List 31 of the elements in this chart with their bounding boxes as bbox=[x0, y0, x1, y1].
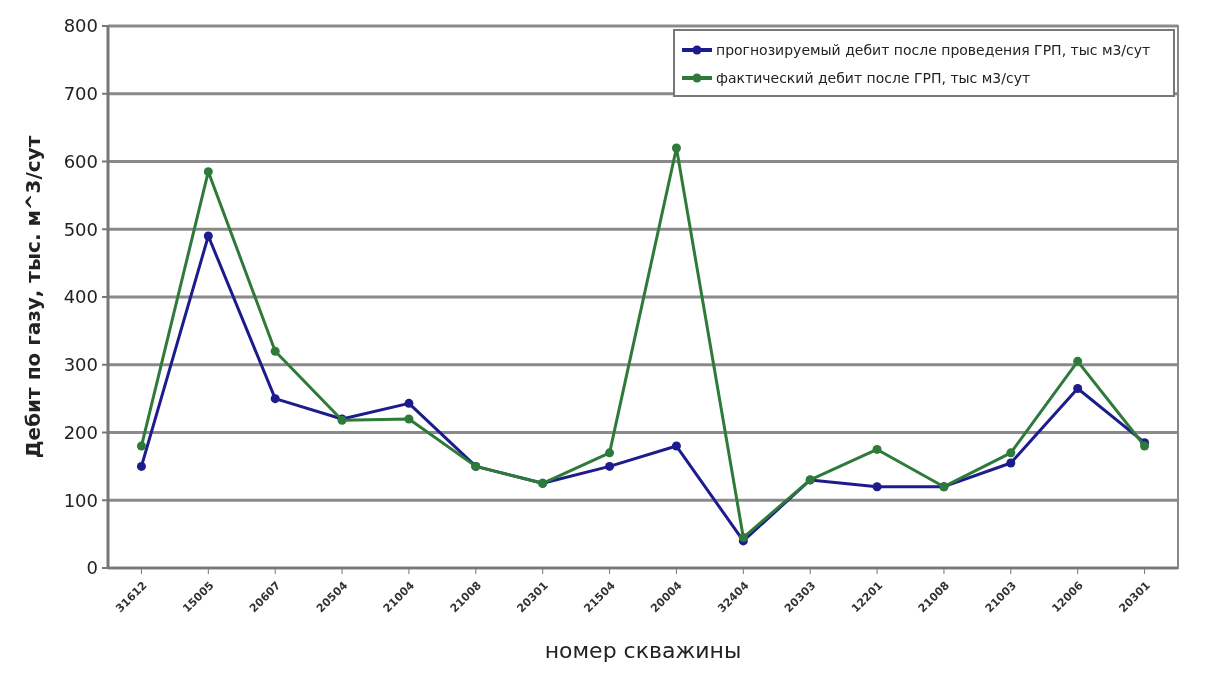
y-tick-label: 700 bbox=[63, 83, 98, 105]
x-axis-title: номер скважины bbox=[544, 638, 742, 663]
point bbox=[872, 482, 882, 492]
point bbox=[1073, 356, 1083, 366]
y-tick-label: 0 bbox=[86, 557, 98, 579]
point bbox=[1006, 458, 1016, 468]
y-tick-label: 100 bbox=[63, 489, 98, 511]
point bbox=[203, 231, 213, 241]
point bbox=[404, 398, 414, 408]
y-tick-label: 300 bbox=[63, 354, 98, 376]
legend-label: фактический дебит после ГРП, тыс м3/сут bbox=[716, 69, 1031, 86]
point bbox=[605, 461, 615, 471]
y-tick-label: 400 bbox=[63, 286, 98, 308]
y-tick-label: 800 bbox=[63, 15, 98, 37]
point bbox=[270, 346, 280, 356]
point bbox=[203, 167, 213, 177]
point bbox=[671, 143, 681, 153]
y-tick-label: 600 bbox=[63, 150, 98, 172]
y-tick-label: 200 bbox=[63, 421, 98, 443]
point bbox=[404, 414, 414, 424]
point bbox=[1073, 383, 1083, 393]
y-tick-label: 500 bbox=[63, 218, 98, 240]
point bbox=[136, 461, 146, 471]
point bbox=[671, 441, 681, 451]
point bbox=[136, 441, 146, 451]
point bbox=[872, 444, 882, 454]
point bbox=[605, 448, 615, 458]
legend-label: прогнозируемый дебит после проведения ГРП, тыс м3/сут bbox=[716, 41, 1151, 58]
point bbox=[270, 394, 280, 404]
point bbox=[1006, 448, 1016, 458]
y-axis-title: Дебит по газу, тыс. м^3/сут bbox=[21, 135, 45, 459]
